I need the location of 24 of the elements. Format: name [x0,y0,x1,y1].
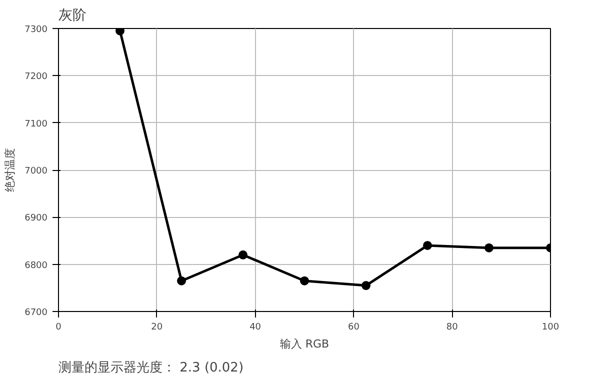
point [238,250,248,260]
x-tick-label: 60 [348,322,360,332]
x-tick-label: 0 [56,322,62,332]
point [177,276,186,286]
x-tick-label: 40 [250,322,262,332]
point [300,276,309,286]
point [484,243,494,252]
point [362,281,370,290]
y-axis-title: 绝对温度 [4,148,17,192]
chart-title: 灰阶 [58,8,86,24]
x-tick-label: 80 [446,322,458,332]
y-tick-label: 7100 [24,119,48,130]
point [116,28,124,36]
y-tick-label: 6700 [24,308,48,318]
point [423,240,432,250]
x-tick-label: 20 [151,322,163,332]
y-tick-label: 6900 [24,214,48,224]
y-tick-label: 7200 [24,72,48,82]
y-tick-label: 6800 [24,260,48,271]
y-tick-label: 7000 [24,166,48,176]
x-tick-label: 100 [542,322,560,332]
text: 测量的显示器光度： 2.3 (0.02) [58,360,244,376]
y-tick-label: 7300 [24,25,48,35]
x-axis-title: 输入 RGB [280,338,330,350]
